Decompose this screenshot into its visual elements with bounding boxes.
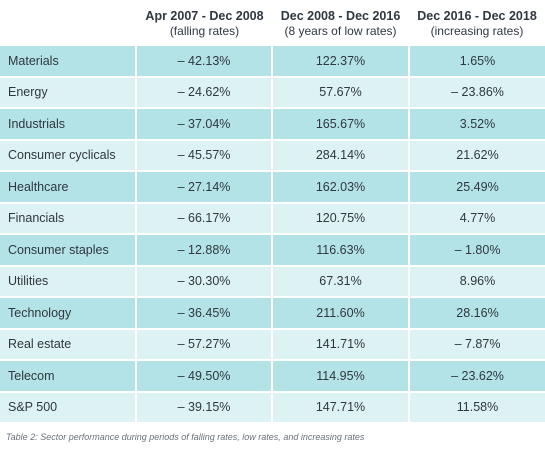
sector-name: S&P 500 <box>0 392 135 422</box>
header-subtitle: (increasing rates) <box>430 23 524 38</box>
table-row: S&P 500 – 39.15% 147.71% 11.58% <box>0 392 545 422</box>
low-rates-value: 147.71% <box>273 392 408 422</box>
low-rates-value: 122.37% <box>273 46 408 76</box>
table-caption: Table 2: Sector performance during perio… <box>6 432 365 442</box>
low-rates-value: 114.95% <box>273 361 408 391</box>
header-increasing-rates: Dec 2016 - Dec 2018 (increasing rates) <box>409 0 545 46</box>
table-row: Telecom – 49.50% 114.95% – 23.62% <box>0 361 545 391</box>
sector-name: Real estate <box>0 329 135 359</box>
sector-name: Consumer cyclicals <box>0 140 135 170</box>
header-title: Dec 2016 - Dec 2018 <box>417 8 537 23</box>
increasing-rates-value: 11.58% <box>410 392 545 422</box>
increasing-rates-value: 4.77% <box>410 203 545 233</box>
sector-name: Healthcare <box>0 172 135 202</box>
increasing-rates-value: – 23.86% <box>410 77 545 107</box>
falling-rates-value: – 39.15% <box>137 392 271 422</box>
table-row: Energy – 24.62% 57.67% – 23.86% <box>0 77 545 107</box>
sector-name: Consumer staples <box>0 235 135 265</box>
table-row: Financials – 66.17% 120.75% 4.77% <box>0 203 545 233</box>
falling-rates-value: – 42.13% <box>137 46 271 76</box>
increasing-rates-value: 28.16% <box>410 298 545 328</box>
falling-rates-value: – 27.14% <box>137 172 271 202</box>
header-title: Dec 2008 - Dec 2016 <box>280 8 401 23</box>
increasing-rates-value: 3.52% <box>410 109 545 139</box>
header-low-rates: Dec 2008 - Dec 2016 (8 years of low rate… <box>272 0 409 46</box>
low-rates-value: 67.31% <box>273 266 408 296</box>
sector-name: Materials <box>0 46 135 76</box>
table-row: Materials – 42.13% 122.37% 1.65% <box>0 46 545 76</box>
low-rates-value: 116.63% <box>273 235 408 265</box>
table-row: Utilities – 30.30% 67.31% 8.96% <box>0 266 545 296</box>
header-subtitle: (8 years of low rates) <box>284 23 397 38</box>
falling-rates-value: – 37.04% <box>137 109 271 139</box>
falling-rates-value: – 36.45% <box>137 298 271 328</box>
table-row: Technology – 36.45% 211.60% 28.16% <box>0 298 545 328</box>
sector-name: Energy <box>0 77 135 107</box>
table-body: Materials – 42.13% 122.37% 1.65% Energy … <box>0 46 545 422</box>
low-rates-value: 162.03% <box>273 172 408 202</box>
header-subtitle: (falling rates) <box>169 23 240 38</box>
table-row: Consumer staples – 12.88% 116.63% – 1.80… <box>0 235 545 265</box>
falling-rates-value: – 49.50% <box>137 361 271 391</box>
table-row: Real estate – 57.27% 141.71% – 7.87% <box>0 329 545 359</box>
increasing-rates-value: 21.62% <box>410 140 545 170</box>
increasing-rates-value: – 1.80% <box>410 235 545 265</box>
table-row: Consumer cyclicals – 45.57% 284.14% 21.6… <box>0 140 545 170</box>
sector-name: Utilities <box>0 266 135 296</box>
header-title: Apr 2007 - Dec 2008 <box>145 8 264 23</box>
header-sector-spacer <box>0 0 137 46</box>
sector-performance-table: Apr 2007 - Dec 2008 (falling rates) Dec … <box>0 0 545 422</box>
increasing-rates-value: – 7.87% <box>410 329 545 359</box>
low-rates-value: 284.14% <box>273 140 408 170</box>
sector-name: Technology <box>0 298 135 328</box>
header-falling-rates: Apr 2007 - Dec 2008 (falling rates) <box>137 0 272 46</box>
falling-rates-value: – 12.88% <box>137 235 271 265</box>
falling-rates-value: – 57.27% <box>137 329 271 359</box>
low-rates-value: 141.71% <box>273 329 408 359</box>
low-rates-value: 165.67% <box>273 109 408 139</box>
low-rates-value: 120.75% <box>273 203 408 233</box>
low-rates-value: 57.67% <box>273 77 408 107</box>
increasing-rates-value: – 23.62% <box>410 361 545 391</box>
sector-name: Financials <box>0 203 135 233</box>
falling-rates-value: – 30.30% <box>137 266 271 296</box>
sector-name: Industrials <box>0 109 135 139</box>
increasing-rates-value: 1.65% <box>410 46 545 76</box>
falling-rates-value: – 66.17% <box>137 203 271 233</box>
falling-rates-value: – 24.62% <box>137 77 271 107</box>
low-rates-value: 211.60% <box>273 298 408 328</box>
table-header: Apr 2007 - Dec 2008 (falling rates) Dec … <box>0 0 545 46</box>
table-row: Industrials – 37.04% 165.67% 3.52% <box>0 109 545 139</box>
falling-rates-value: – 45.57% <box>137 140 271 170</box>
sector-name: Telecom <box>0 361 135 391</box>
table-row: Healthcare – 27.14% 162.03% 25.49% <box>0 172 545 202</box>
increasing-rates-value: 8.96% <box>410 266 545 296</box>
increasing-rates-value: 25.49% <box>410 172 545 202</box>
